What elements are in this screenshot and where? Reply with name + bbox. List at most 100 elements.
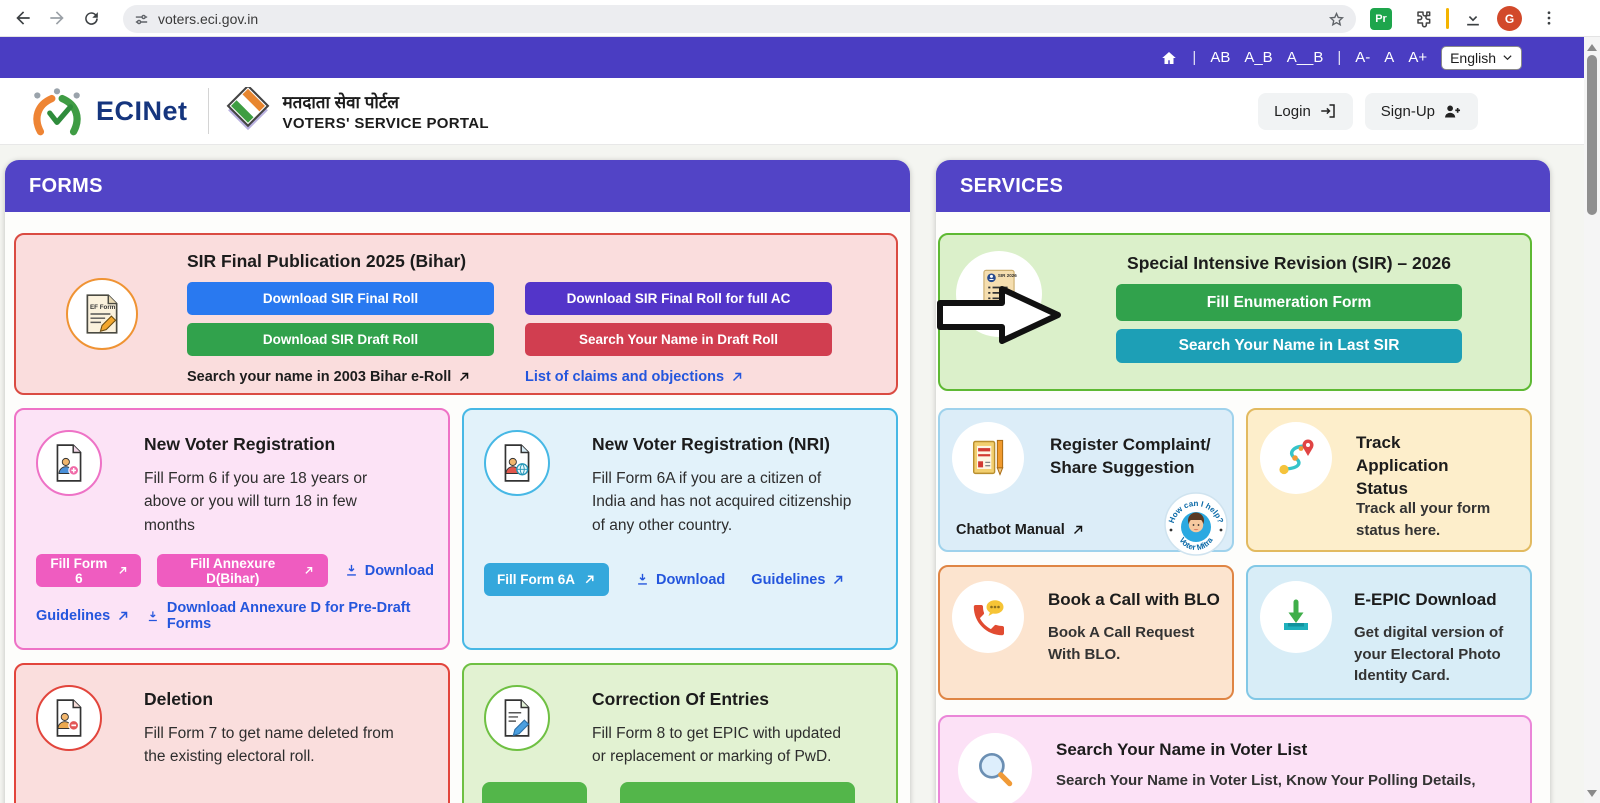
link-label: Chatbot Manual	[956, 522, 1065, 538]
refresh-icon[interactable]	[74, 3, 108, 33]
track-application-card: Track Application Status Track all your …	[1246, 408, 1532, 552]
page-scrollbar[interactable]	[1584, 37, 1600, 803]
svg-text:Voter Mitra: Voter Mitra	[1177, 535, 1215, 552]
forward-icon[interactable]	[40, 3, 74, 33]
fill-form6a-button[interactable]: Fill Form 6A	[484, 563, 610, 596]
forms-panel-header: FORMS	[5, 160, 910, 212]
register-complaint-card: Register Complaint/ Share Suggestion Cha…	[938, 408, 1234, 556]
brand-name: ECINet	[96, 95, 188, 126]
contrast-mid[interactable]: A_B	[1244, 49, 1273, 66]
svl-card-title: Search Your Name in Voter List	[1056, 740, 1308, 759]
track-card-description: Track all your form status here.	[1356, 500, 1491, 539]
nri-download-link[interactable]: Download	[635, 572, 725, 588]
external-arrow-icon	[732, 372, 742, 382]
extension-pin-indicator	[1446, 8, 1449, 29]
download-sir-final-roll-full-ac-button[interactable]: Download SIR Final Roll for full AC	[525, 282, 832, 315]
bookmark-star-icon[interactable]	[1327, 10, 1346, 29]
big-arrow-icon	[937, 286, 1061, 344]
login-label: Login	[1274, 102, 1311, 120]
contrast-normal[interactable]: AB	[1210, 49, 1231, 66]
portal-title-english: VOTERS' SERVICE PORTAL	[282, 115, 489, 132]
font-normal[interactable]: A	[1384, 49, 1395, 66]
search-name-draft-roll-button[interactable]: Search Your Name in Draft Roll	[525, 323, 832, 356]
url-text[interactable]: voters.eci.gov.in	[158, 11, 259, 27]
scroll-up-arrow[interactable]	[1584, 39, 1600, 55]
claims-objections-link[interactable]: List of claims and objections	[525, 369, 832, 385]
sir-final-publication-card: EF Form SIR Final Publication 2025 (Biha…	[14, 233, 898, 395]
topbar-separator: |	[1337, 49, 1342, 66]
sir-card-title: SIR Final Publication 2025 (Bihar)	[187, 251, 467, 271]
complaint-title-line1: Register Complaint/	[1050, 435, 1211, 454]
download-sir-draft-roll-button[interactable]: Download SIR Draft Roll	[187, 323, 494, 356]
font-increase[interactable]: A+	[1408, 49, 1428, 66]
track-card-title: Track Application Status	[1356, 433, 1449, 498]
site-header: ECINet मतदाता सेवा पोर्टल VOTERS' SERVIC…	[0, 78, 1584, 145]
external-arrow-icon	[119, 611, 128, 621]
chatbot-manual-link[interactable]: Chatbot Manual	[956, 522, 1085, 538]
epic-card-title: E-EPIC Download	[1354, 590, 1497, 609]
extensions-puzzle-icon[interactable]	[1406, 3, 1440, 33]
nv-annexure-predraft-link[interactable]: Download Annexure D for Pre-Draft Forms	[146, 600, 434, 632]
profile-avatar[interactable]: G	[1497, 6, 1522, 31]
download-sir-final-roll-button[interactable]: Download SIR Final Roll	[187, 282, 494, 315]
downloads-icon[interactable]	[1456, 3, 1490, 33]
deletion-card-title: Deletion	[144, 689, 214, 709]
nv-guidelines-link[interactable]: Guidelines	[36, 608, 130, 624]
fill-form6-button[interactable]: Fill Form 6	[36, 554, 142, 587]
browser-toolbar: voters.eci.gov.in Pr G	[0, 0, 1600, 37]
blo-card-title: Book a Call with BLO	[1048, 590, 1220, 609]
external-arrow-icon	[119, 566, 126, 574]
nri-card-description: Fill Form 6A if you are a citizen of Ind…	[592, 470, 852, 534]
language-value: English	[1450, 49, 1496, 66]
signup-button[interactable]: Sign-Up	[1364, 92, 1478, 130]
epic-card-description: Get digital version of your Electoral Ph…	[1354, 623, 1504, 685]
voter-mitra-badge[interactable]: How can I help? Voter Mitra	[1164, 492, 1228, 556]
search-2003-bihar-eroll-link[interactable]: Search your name in 2003 Bihar e-Roll	[187, 369, 494, 385]
address-bar[interactable]: voters.eci.gov.in	[123, 5, 1356, 33]
link-label: Guidelines	[36, 608, 111, 624]
phone-call-icon	[952, 581, 1024, 653]
topbar-separator: |	[1192, 49, 1197, 66]
svl-card-description: Search Your Name in Voter List, Know You…	[1056, 771, 1476, 789]
deletion-icon	[36, 685, 102, 751]
fill-annexure-d-button[interactable]: Fill Annexure D(Bihar)	[157, 554, 328, 587]
voter-registration-icon	[36, 430, 102, 496]
login-button[interactable]: Login	[1258, 92, 1353, 130]
portal-title-hindi: मतदाता सेवा पोर्टल	[282, 93, 399, 112]
chevron-down-icon	[1503, 55, 1512, 61]
download-icon	[638, 573, 647, 585]
blo-card-description: Book A Call Request With BLO.	[1048, 623, 1195, 663]
button-label: Fill Annexure D(Bihar)	[190, 555, 276, 586]
home-icon[interactable]	[1160, 49, 1178, 67]
nri-guidelines-link[interactable]: Guidelines	[751, 572, 845, 588]
person-add-icon	[1444, 104, 1461, 117]
button-label: Fill Form 6A	[497, 572, 576, 587]
nv-download-link[interactable]: Download	[344, 563, 434, 579]
fill-enumeration-form-button[interactable]: Fill Enumeration Form	[1116, 284, 1462, 321]
services-panel: SERVICES SIR 2026	[936, 160, 1550, 803]
nv-card-description: Fill Form 6 if you are 18 years or above…	[144, 470, 368, 534]
language-select[interactable]: English	[1441, 45, 1522, 70]
contrast-high[interactable]: A__B	[1286, 49, 1324, 66]
header-divider	[207, 88, 209, 134]
accessibility-topbar: | AB A_B A__B | A- A A+ English	[0, 37, 1584, 78]
scrollbar-thumb[interactable]	[1587, 55, 1597, 215]
search-voter-list-card: Search Your Name in Voter List Search Yo…	[938, 715, 1532, 803]
font-decrease[interactable]: A-	[1355, 49, 1371, 66]
eepic-download-card: E-EPIC Download Get digital version of y…	[1246, 565, 1532, 700]
complaint-title-line2: Share Suggestion	[1050, 457, 1195, 477]
nri-card-title: New Voter Registration (NRI)	[592, 434, 830, 454]
search-icon	[958, 733, 1032, 803]
svg-text:SIR 2026: SIR 2026	[998, 273, 1017, 278]
back-icon[interactable]	[6, 3, 40, 33]
correction-icon	[484, 685, 550, 751]
browser-menu-icon[interactable]	[1532, 3, 1566, 33]
nv-card-title: New Voter Registration	[144, 434, 336, 454]
scroll-down-arrow[interactable]	[1584, 785, 1600, 801]
download-icon	[148, 610, 158, 621]
correction-action-button-1[interactable]	[482, 782, 587, 803]
correction-action-button-2[interactable]	[620, 782, 855, 803]
pr-extension-icon[interactable]: Pr	[1370, 8, 1392, 30]
search-name-last-sir-button[interactable]: Search Your Name in Last SIR	[1116, 329, 1462, 363]
site-settings-icon[interactable]	[133, 11, 150, 28]
